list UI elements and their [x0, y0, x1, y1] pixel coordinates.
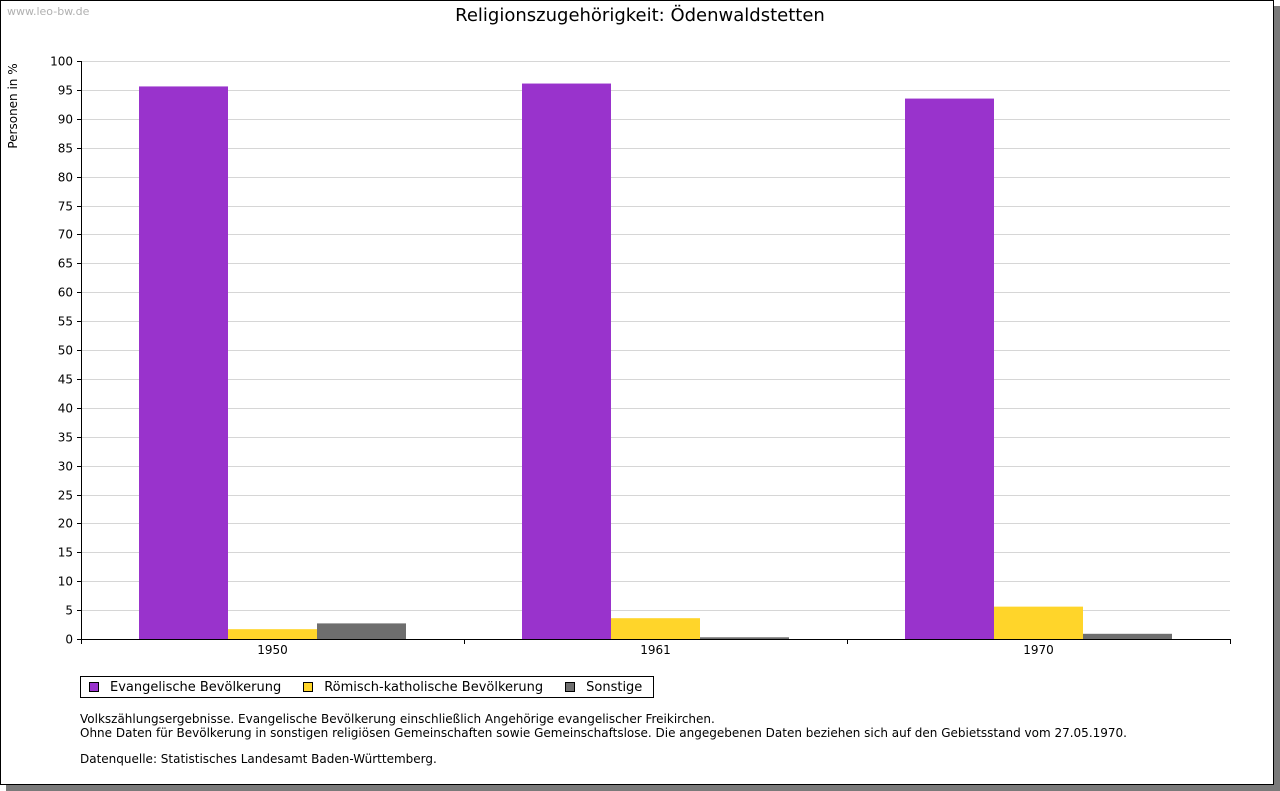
y-tick-label: 65	[58, 257, 73, 271]
footnotes: Volkszählungsergebnisse. Evangelische Be…	[80, 712, 1127, 766]
x-tick-label: 1970	[1023, 643, 1054, 657]
legend-label-katholisch: Römisch-katholische Bevölkerung	[324, 679, 544, 695]
bar-1950-2	[317, 623, 406, 639]
chart-title: Religionszugehörigkeit: Ödenwaldstetten	[455, 5, 825, 26]
y-tick-label: 75	[58, 200, 73, 214]
legend-item-katholisch: Römisch-katholische Bevölkerung	[303, 680, 543, 695]
y-tick-label: 70	[58, 228, 73, 242]
y-tick-label: 50	[58, 344, 73, 358]
bar-1961-2	[700, 637, 789, 639]
legend-item-sonstige: Sonstige	[565, 680, 642, 695]
legend-item-evangelisch: Evangelische Bevölkerung	[89, 680, 281, 695]
y-tick-label: 85	[58, 142, 73, 156]
y-tick-label: 25	[58, 489, 73, 503]
x-tick-label: 1961	[640, 643, 671, 657]
y-tick-label: 5	[65, 604, 73, 618]
legend: Evangelische Bevölkerung Römisch-katholi…	[80, 676, 655, 698]
y-tick-label: 95	[58, 84, 73, 98]
y-tick-label: 15	[58, 546, 73, 560]
y-tick-label: 0	[65, 633, 73, 647]
y-tick-label: 10	[58, 575, 73, 589]
y-tick-label: 40	[58, 402, 73, 416]
y-tick-label: 35	[58, 431, 73, 445]
bar-1950-0	[139, 86, 228, 639]
frame-shadow-right	[1274, 6, 1280, 791]
y-tick-label: 80	[58, 171, 73, 185]
legend-swatch-evangelisch	[89, 682, 99, 692]
legend-label-sonstige: Sonstige	[586, 679, 643, 695]
y-tick-label: 100	[50, 55, 73, 69]
bar-1961-1	[611, 618, 700, 639]
y-tick-label: 30	[58, 460, 73, 474]
legend-swatch-katholisch	[303, 682, 314, 692]
y-tick-label: 90	[58, 113, 73, 127]
y-tick-label: 45	[58, 373, 73, 387]
bar-1961-0	[522, 83, 611, 640]
frame-shadow-bottom	[6, 785, 1280, 791]
data-source: Datenquelle: Statistisches Landesamt Bad…	[80, 752, 437, 766]
bar-1970-2	[1083, 633, 1172, 639]
footnote-line-1: Volkszählungsergebnisse. Evangelische Be…	[80, 712, 715, 726]
watermark: www.leo-bw.de	[7, 5, 90, 18]
y-tick-label: 55	[58, 315, 73, 329]
footnote-line-2: Ohne Daten für Bevölkerung in sonstigen …	[80, 726, 1127, 740]
legend-label-evangelisch: Evangelische Bevölkerung	[110, 679, 282, 695]
y-tick-label: 60	[58, 286, 73, 300]
bar-1970-0	[905, 98, 994, 639]
legend-swatch-sonstige	[565, 682, 576, 692]
x-tick-label: 1950	[257, 643, 288, 657]
bar-1970-1	[994, 606, 1083, 639]
bar-1950-1	[228, 629, 317, 639]
y-tick-label: 20	[58, 517, 73, 531]
